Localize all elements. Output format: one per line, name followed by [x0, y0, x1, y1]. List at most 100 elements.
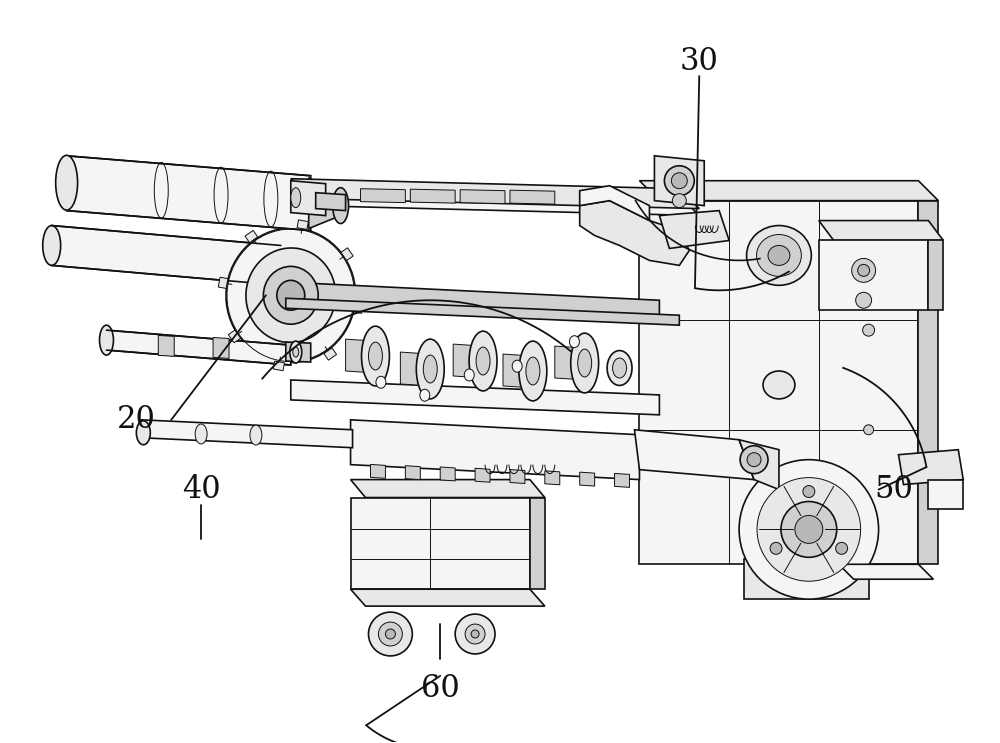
Polygon shape: [52, 226, 281, 285]
Polygon shape: [291, 380, 659, 415]
Ellipse shape: [770, 477, 788, 502]
Ellipse shape: [512, 360, 522, 372]
Text: 40: 40: [182, 474, 220, 505]
Polygon shape: [286, 342, 311, 362]
Circle shape: [757, 478, 861, 581]
Polygon shape: [475, 468, 490, 482]
Ellipse shape: [613, 358, 627, 378]
Polygon shape: [67, 156, 311, 230]
Polygon shape: [218, 277, 228, 288]
Polygon shape: [351, 479, 545, 498]
Ellipse shape: [420, 389, 430, 401]
Polygon shape: [819, 241, 928, 311]
Circle shape: [455, 614, 495, 654]
Polygon shape: [460, 189, 505, 204]
Circle shape: [747, 452, 761, 467]
Polygon shape: [453, 344, 483, 378]
Polygon shape: [580, 201, 689, 265]
Polygon shape: [819, 221, 943, 241]
Ellipse shape: [526, 357, 540, 385]
Polygon shape: [580, 472, 595, 486]
Polygon shape: [351, 589, 545, 606]
Ellipse shape: [293, 347, 299, 357]
Circle shape: [471, 630, 479, 638]
Circle shape: [664, 166, 694, 195]
Polygon shape: [918, 201, 938, 564]
Ellipse shape: [195, 424, 207, 444]
Ellipse shape: [100, 325, 113, 355]
Polygon shape: [744, 559, 869, 599]
Ellipse shape: [362, 326, 389, 386]
Ellipse shape: [291, 188, 301, 207]
Polygon shape: [510, 470, 525, 484]
Ellipse shape: [607, 351, 632, 386]
Ellipse shape: [368, 342, 382, 370]
Polygon shape: [286, 298, 679, 325]
Circle shape: [465, 624, 485, 644]
Ellipse shape: [263, 267, 318, 324]
Polygon shape: [440, 467, 455, 481]
Polygon shape: [213, 337, 229, 358]
Polygon shape: [928, 479, 963, 510]
Ellipse shape: [763, 371, 795, 399]
Text: 20: 20: [117, 404, 156, 435]
Polygon shape: [639, 201, 918, 564]
Polygon shape: [503, 354, 533, 388]
Ellipse shape: [250, 425, 262, 445]
Polygon shape: [273, 361, 284, 371]
Polygon shape: [839, 564, 933, 580]
Circle shape: [739, 460, 879, 599]
Polygon shape: [370, 464, 385, 478]
Polygon shape: [530, 498, 545, 589]
Ellipse shape: [43, 226, 61, 265]
Ellipse shape: [469, 331, 497, 391]
Ellipse shape: [747, 226, 811, 285]
Circle shape: [671, 172, 687, 189]
Polygon shape: [361, 189, 405, 203]
Ellipse shape: [571, 333, 599, 393]
Ellipse shape: [476, 347, 490, 375]
Polygon shape: [351, 420, 639, 479]
Polygon shape: [510, 190, 555, 204]
Polygon shape: [928, 241, 943, 311]
Ellipse shape: [578, 349, 592, 377]
Polygon shape: [351, 498, 530, 589]
Polygon shape: [580, 186, 649, 221]
Circle shape: [852, 259, 876, 282]
Polygon shape: [228, 330, 241, 343]
Polygon shape: [634, 429, 754, 479]
Circle shape: [368, 612, 412, 656]
Polygon shape: [245, 230, 258, 243]
Polygon shape: [106, 330, 291, 365]
Circle shape: [385, 629, 395, 639]
Polygon shape: [291, 186, 699, 215]
Circle shape: [672, 194, 686, 207]
Polygon shape: [654, 156, 704, 206]
Polygon shape: [158, 335, 174, 357]
Polygon shape: [405, 466, 420, 480]
Polygon shape: [309, 178, 341, 229]
Polygon shape: [297, 220, 308, 230]
Polygon shape: [291, 179, 699, 209]
Ellipse shape: [290, 341, 302, 363]
Ellipse shape: [519, 341, 547, 401]
Ellipse shape: [416, 339, 444, 399]
Ellipse shape: [333, 188, 349, 224]
Ellipse shape: [423, 355, 437, 383]
Polygon shape: [639, 181, 938, 201]
Polygon shape: [739, 440, 779, 490]
Ellipse shape: [464, 369, 474, 381]
Polygon shape: [545, 471, 560, 484]
Polygon shape: [141, 420, 353, 448]
Circle shape: [378, 622, 402, 646]
Circle shape: [740, 446, 768, 473]
Text: 30: 30: [680, 45, 719, 77]
Ellipse shape: [864, 425, 874, 435]
Circle shape: [836, 542, 848, 554]
Ellipse shape: [277, 280, 305, 311]
Polygon shape: [341, 247, 353, 261]
Polygon shape: [346, 339, 375, 373]
Ellipse shape: [136, 421, 150, 445]
Polygon shape: [410, 189, 455, 203]
Text: 60: 60: [421, 673, 460, 704]
